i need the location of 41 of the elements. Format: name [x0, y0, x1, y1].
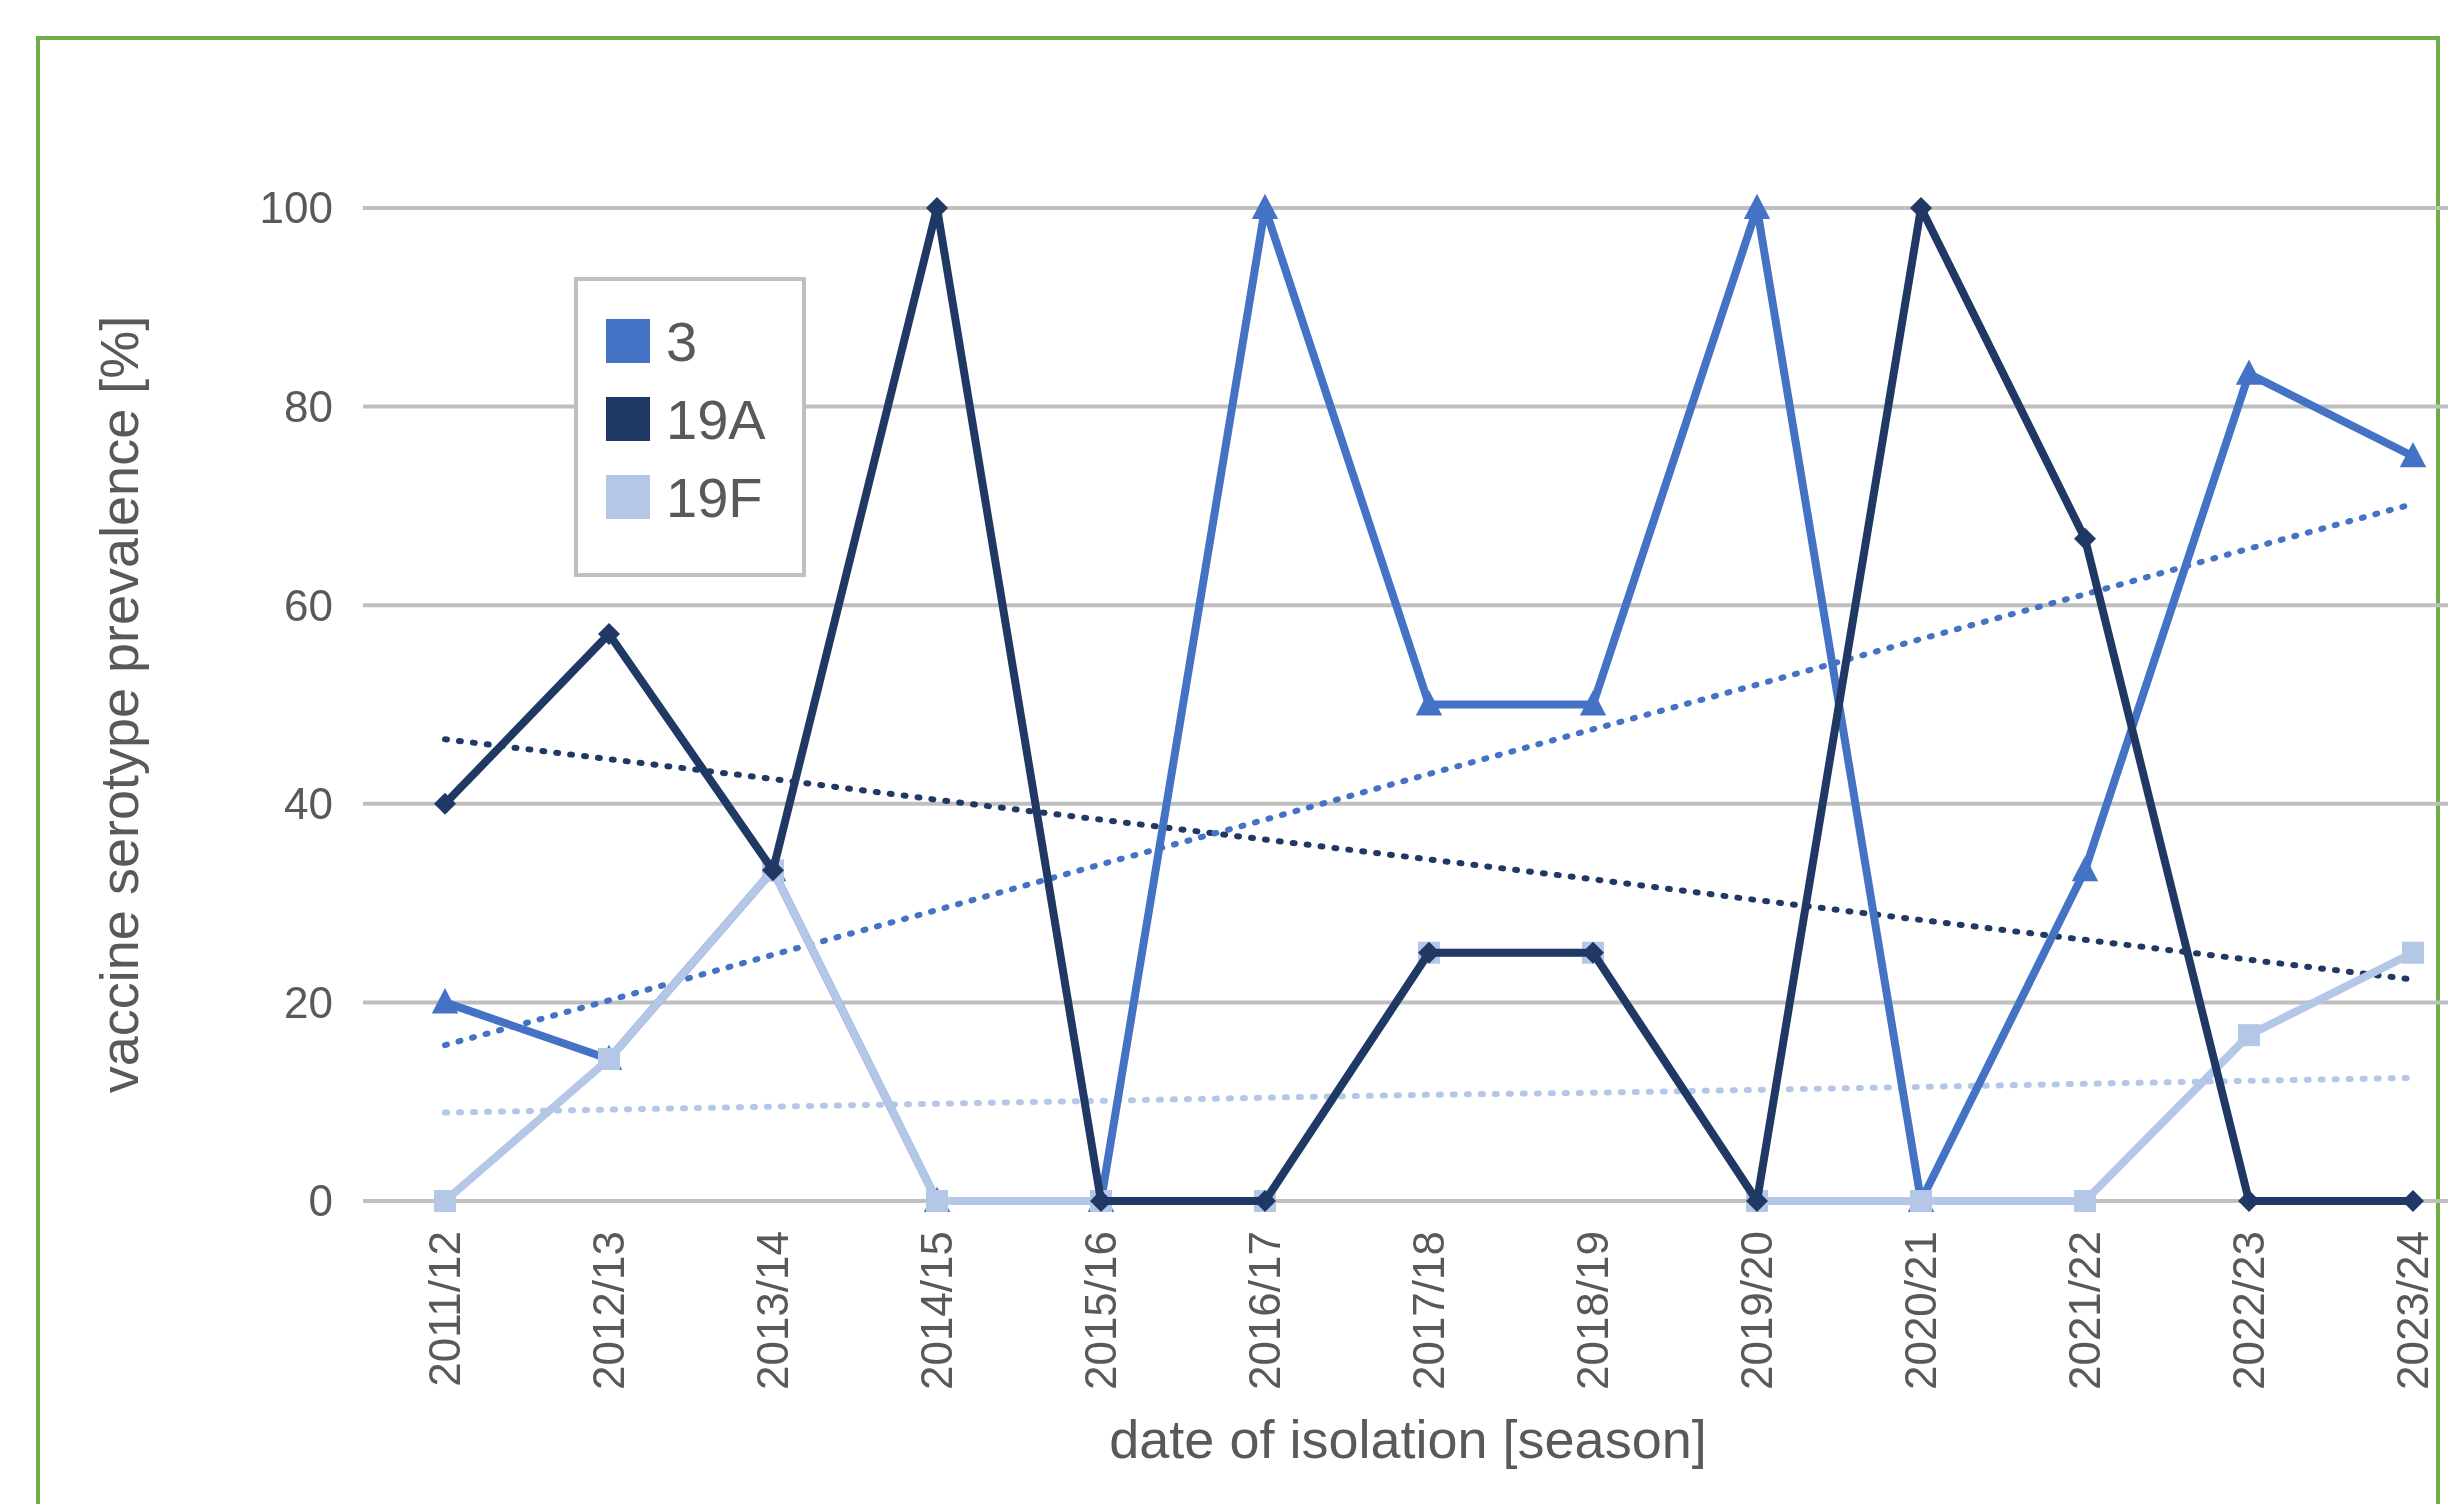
- x-tick-label: 2014/15: [912, 1231, 962, 1391]
- y-tick-label: 0: [308, 1176, 333, 1226]
- y-axis-title: vaccine serotype prevalence [%]: [89, 315, 149, 1094]
- x-tick-label: 2022/23: [2224, 1231, 2274, 1391]
- point: [2074, 1190, 2096, 1212]
- point: [598, 623, 620, 645]
- y-tick-label: 40: [284, 779, 333, 829]
- point: [434, 1190, 456, 1212]
- point: [431, 988, 459, 1014]
- point: [434, 792, 456, 815]
- x-tick-label: 2017/18: [1404, 1231, 1454, 1391]
- x-tick-label: 2018/19: [1568, 1231, 1618, 1391]
- x-tick-label: 2023/24: [2388, 1231, 2438, 1391]
- legend-label: 3: [666, 309, 698, 373]
- point: [2235, 359, 2263, 385]
- x-tick-label: 2013/14: [748, 1231, 798, 1391]
- legend-label: 19F: [666, 465, 763, 529]
- point: [2074, 527, 2096, 550]
- y-tick-label: 60: [284, 580, 333, 630]
- point: [1910, 1190, 1932, 1212]
- x-tick-label: 2015/16: [1076, 1231, 1126, 1391]
- point: [2399, 441, 2427, 468]
- point: [2402, 941, 2424, 964]
- point: [1579, 690, 1607, 716]
- y-tick-label: 20: [284, 977, 333, 1027]
- x-tick-label: 2016/17: [1240, 1231, 1290, 1391]
- y-tick-label: 80: [284, 382, 333, 431]
- point: [1415, 690, 1443, 716]
- point: [1251, 193, 1279, 219]
- point: [1743, 193, 1771, 219]
- x-tick-label: 2011/12: [420, 1231, 470, 1387]
- x-tick-label: 2020/21: [1896, 1231, 1946, 1391]
- x-tick-label: 2021/22: [2060, 1231, 2110, 1391]
- x-axis-title: date of isolation [season]: [1109, 1409, 1707, 1469]
- x-tick-label: 2019/20: [1732, 1231, 1782, 1391]
- legend-label: 19A: [666, 387, 767, 451]
- y-tick-label: 100: [259, 183, 333, 233]
- point: [598, 1048, 620, 1070]
- x-tick-label: 2012/13: [584, 1231, 634, 1391]
- point: [2071, 856, 2099, 882]
- point: [2238, 1024, 2260, 1047]
